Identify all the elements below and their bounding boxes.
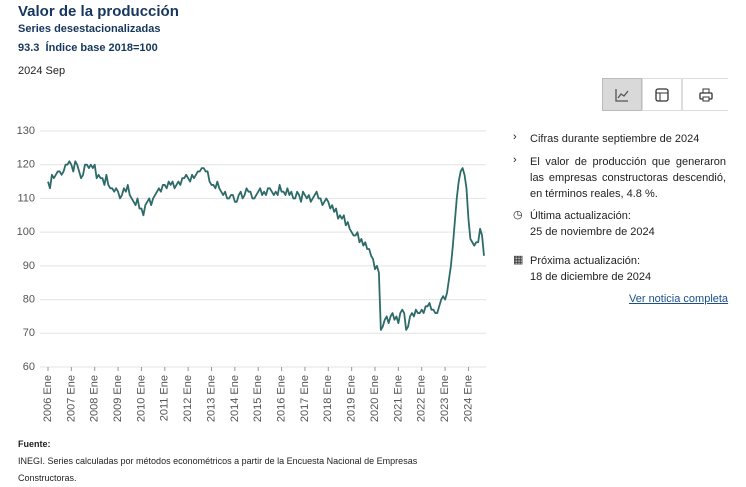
subtitle: Series desestacionalizadas bbox=[18, 23, 161, 35]
value: 93.3 bbox=[18, 42, 40, 54]
clock-icon: ◷ bbox=[513, 209, 523, 221]
next-update: Próxima actualización: 18 de diciembre de… bbox=[530, 253, 726, 285]
y-tick-label: 90 bbox=[23, 260, 35, 272]
x-tick-label: 2024 Ene bbox=[462, 375, 474, 422]
chevron-icon: › bbox=[513, 154, 517, 166]
summary: El valor de producción que generaron las… bbox=[530, 156, 726, 200]
x-tick-label: 2008 Ene bbox=[89, 375, 101, 422]
date: 18 de diciembre de 2024 bbox=[530, 271, 652, 283]
source-text: INEGI. Series calculadas por métodos eco… bbox=[18, 456, 418, 483]
latest-value: 93.3 Índice base 2018=100 bbox=[18, 42, 158, 54]
y-tick-label: 130 bbox=[17, 125, 35, 137]
date: 25 de noviembre de 2024 bbox=[530, 226, 655, 238]
title: Valor de la producción bbox=[18, 3, 179, 20]
x-tick-label: 2016 Ene bbox=[275, 375, 287, 422]
x-tick-label: 2015 Ene bbox=[252, 375, 264, 422]
x-tick-label: 2020 Ene bbox=[369, 375, 381, 422]
unit: Índice base 2018=100 bbox=[45, 42, 158, 54]
x-tick-label: 2021 Ene bbox=[392, 375, 404, 422]
x-tick-label: 2018 Ene bbox=[322, 375, 334, 422]
source: Fuente: INEGI. Series calculadas por méto… bbox=[18, 436, 458, 487]
x-tick-label: 2010 Ene bbox=[135, 375, 147, 422]
data-line bbox=[47, 160, 485, 331]
y-tick-label: 110 bbox=[17, 192, 35, 204]
x-tick-label: 2012 Ene bbox=[182, 375, 194, 422]
chart-view-button[interactable] bbox=[602, 78, 642, 111]
y-tick-label: 100 bbox=[17, 226, 35, 238]
x-tick-label: 2022 Ene bbox=[416, 375, 428, 422]
label: Última actualización: bbox=[530, 210, 631, 222]
x-tick-label: 2013 Ene bbox=[205, 375, 217, 422]
source-label: Fuente: bbox=[18, 439, 51, 449]
x-tick-label: 2011 Ene bbox=[159, 375, 171, 421]
chevron-icon: › bbox=[513, 131, 517, 143]
y-tick-label: 120 bbox=[17, 159, 35, 171]
chart: 60 70 80 90 100 110 120 130 2006 Ene 2007 Ene 2008… bbox=[17, 125, 486, 422]
news-link[interactable]: Ver noticia completa bbox=[629, 293, 729, 305]
x-tick-label: 2019 Ene bbox=[346, 375, 358, 422]
x-tick-label: 2009 Ene bbox=[112, 375, 124, 422]
x-tick-label: 2017 Ene bbox=[299, 375, 311, 422]
icon bbox=[615, 88, 629, 102]
x-tick-label: 2007 Ene bbox=[65, 375, 77, 422]
print-button[interactable] bbox=[682, 78, 728, 111]
x-tick-label: 2023 Ene bbox=[439, 375, 451, 422]
y-tick-label: 60 bbox=[23, 361, 35, 373]
icon bbox=[698, 88, 713, 101]
period-note: Cifras durante septiembre de 2024 bbox=[530, 133, 700, 145]
last-update: Última actualización: 25 de noviembre de … bbox=[530, 208, 726, 240]
period: 2024 Sep bbox=[18, 65, 66, 77]
x-tick-label: 2006 Ene bbox=[42, 375, 54, 422]
icon bbox=[655, 87, 669, 102]
y-tick-label: 70 bbox=[23, 327, 35, 339]
label: Próxima actualización: bbox=[530, 255, 641, 267]
table-view-button[interactable] bbox=[642, 78, 682, 111]
x-tick-label: 2014 Ene bbox=[229, 375, 241, 422]
calendar-icon: ▦ bbox=[513, 254, 524, 266]
y-tick-label: 80 bbox=[23, 293, 35, 305]
